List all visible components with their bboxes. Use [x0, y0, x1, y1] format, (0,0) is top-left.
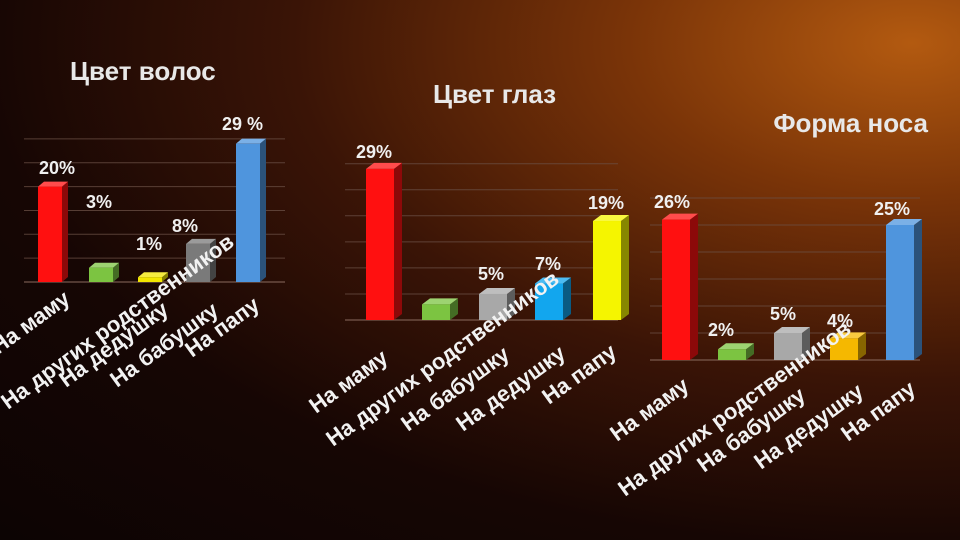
bar-top — [138, 272, 168, 278]
bar — [186, 238, 216, 282]
bar-side — [858, 332, 866, 360]
data-label: 29 % — [222, 114, 263, 134]
bar-top — [366, 162, 402, 169]
bar-side — [746, 343, 754, 360]
bar-top — [479, 287, 515, 294]
bar-side — [62, 181, 68, 282]
chart-title: Форма носа — [773, 108, 928, 138]
bar-front — [886, 225, 914, 360]
bar — [38, 181, 68, 282]
bar-front — [422, 304, 450, 320]
bar-side — [113, 262, 119, 282]
bar-top — [593, 215, 629, 222]
bar-top — [662, 213, 698, 220]
bar — [422, 298, 458, 320]
bar-top — [422, 298, 458, 305]
bar — [89, 262, 119, 282]
bar-front — [236, 143, 260, 282]
bar-front — [38, 186, 62, 282]
bar — [718, 343, 754, 360]
bar-front — [366, 168, 394, 320]
bar-side — [621, 215, 629, 320]
data-label: 26% — [654, 192, 690, 212]
data-label: 5% — [478, 264, 504, 284]
bar-top — [718, 343, 754, 350]
bar — [535, 277, 571, 320]
bar-top — [38, 181, 68, 187]
bar-top — [830, 332, 866, 339]
bar-front — [138, 277, 162, 282]
data-label: 7% — [535, 254, 561, 274]
data-label: 2% — [708, 320, 734, 340]
bar — [366, 162, 402, 320]
bar — [830, 332, 866, 360]
bar-top — [186, 238, 216, 244]
bar-top — [89, 262, 119, 268]
bar-front — [535, 283, 563, 320]
bar-top — [774, 327, 810, 333]
data-label: 3% — [86, 192, 112, 212]
bar — [138, 272, 168, 282]
bar-side — [394, 162, 402, 320]
bar — [593, 215, 629, 320]
bar-side — [914, 219, 922, 360]
bar-front — [593, 221, 621, 320]
bar — [774, 327, 810, 360]
bar-front — [186, 243, 210, 282]
bar-side — [450, 298, 458, 320]
bar — [479, 287, 515, 320]
chart-title: Цвет волос — [70, 56, 216, 86]
data-label: 25% — [874, 199, 910, 219]
bar-side — [210, 238, 216, 282]
bar — [236, 138, 266, 282]
data-label: 20% — [39, 158, 75, 178]
data-label: 5% — [770, 304, 796, 324]
bar-front — [830, 338, 858, 360]
chart-title: Цвет глаз — [433, 79, 556, 109]
bar — [886, 219, 922, 360]
bar-side — [162, 272, 168, 282]
bar-front — [774, 333, 802, 360]
bar-side — [507, 287, 515, 320]
bar-side — [260, 138, 266, 282]
bar-front — [479, 293, 507, 320]
bar-side — [690, 213, 698, 360]
data-label: 4% — [827, 311, 853, 331]
data-label: 1% — [136, 234, 162, 254]
data-label: 29% — [356, 142, 392, 162]
bar-front — [662, 219, 690, 360]
bar-side — [802, 327, 810, 360]
bar-side — [563, 277, 571, 320]
bar-top — [535, 277, 571, 284]
bar-front — [89, 267, 113, 282]
bar-top — [236, 138, 266, 144]
bar-front — [718, 349, 746, 360]
bar — [662, 213, 698, 360]
data-label: 8% — [172, 216, 198, 236]
data-label: 19% — [588, 193, 624, 213]
bar-top — [886, 219, 922, 225]
